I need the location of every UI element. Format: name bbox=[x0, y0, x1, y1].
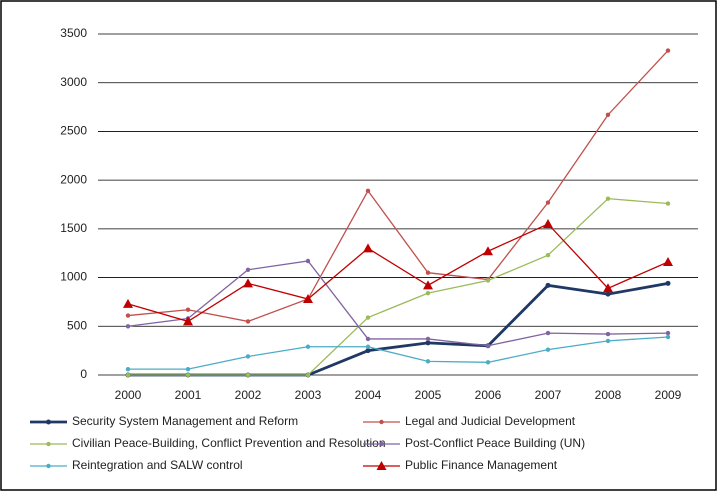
y-tick-label: 0 bbox=[80, 367, 87, 381]
marker bbox=[663, 256, 673, 266]
series-line bbox=[128, 197, 669, 376]
y-tick-label: 3500 bbox=[60, 26, 87, 40]
marker bbox=[665, 334, 671, 340]
legend-label: Public Finance Management bbox=[405, 458, 558, 472]
marker bbox=[365, 344, 371, 349]
marker bbox=[125, 366, 131, 372]
marker bbox=[245, 354, 251, 359]
marker bbox=[665, 280, 671, 286]
x-tick-label: 2006 bbox=[475, 388, 502, 402]
marker bbox=[545, 252, 551, 258]
x-tick-label: 2008 bbox=[595, 388, 622, 402]
marker bbox=[305, 258, 311, 264]
y-tick-label: 3000 bbox=[60, 75, 87, 89]
marker bbox=[425, 270, 431, 275]
x-tick-label: 2005 bbox=[415, 388, 442, 402]
marker bbox=[305, 344, 311, 349]
y-tick-label: 1000 bbox=[60, 270, 87, 284]
marker bbox=[125, 313, 131, 318]
marker bbox=[46, 419, 51, 425]
marker bbox=[605, 338, 611, 344]
marker bbox=[245, 319, 251, 324]
marker bbox=[605, 196, 611, 201]
marker bbox=[185, 372, 191, 378]
marker bbox=[605, 331, 611, 337]
x-tick-label: 2009 bbox=[655, 388, 682, 402]
marker bbox=[545, 200, 551, 205]
marker bbox=[425, 336, 431, 342]
x-tick-label: 2003 bbox=[295, 388, 322, 402]
marker bbox=[665, 330, 671, 336]
marker bbox=[543, 218, 553, 228]
marker bbox=[183, 316, 193, 326]
marker bbox=[545, 330, 551, 336]
marker bbox=[545, 282, 551, 288]
marker bbox=[125, 324, 131, 329]
y-tick-label: 1500 bbox=[60, 221, 87, 235]
series-line bbox=[128, 336, 669, 370]
series-line bbox=[127, 260, 669, 347]
marker bbox=[46, 441, 51, 447]
marker bbox=[423, 280, 433, 290]
marker bbox=[485, 278, 491, 283]
x-tick-label: 2007 bbox=[535, 388, 562, 402]
marker bbox=[603, 283, 613, 293]
marker bbox=[485, 343, 491, 348]
y-tick-label: 2000 bbox=[60, 172, 87, 186]
legend-label: Security System Management and Reform bbox=[72, 414, 298, 428]
marker bbox=[376, 461, 387, 470]
marker bbox=[185, 307, 191, 312]
legend-label: Civilian Peace-Building, Conflict Preven… bbox=[72, 436, 386, 450]
marker bbox=[365, 336, 371, 342]
marker bbox=[125, 372, 131, 378]
marker bbox=[545, 347, 551, 352]
marker bbox=[245, 372, 251, 378]
marker bbox=[425, 359, 431, 364]
marker bbox=[665, 48, 671, 53]
marker bbox=[379, 419, 384, 425]
marker bbox=[365, 188, 371, 194]
x-tick-label: 2000 bbox=[115, 388, 142, 402]
marker bbox=[123, 298, 133, 308]
marker bbox=[243, 278, 253, 288]
marker bbox=[485, 360, 491, 365]
marker bbox=[665, 201, 671, 206]
marker bbox=[245, 267, 251, 272]
legend-label: Legal and Judicial Development bbox=[405, 414, 576, 428]
x-tick-label: 2004 bbox=[355, 388, 382, 402]
series-line bbox=[127, 223, 669, 323]
legend-label: Post-Conflict Peace Building (UN) bbox=[405, 436, 585, 450]
x-tick-label: 2001 bbox=[175, 388, 202, 402]
marker bbox=[365, 348, 371, 354]
marker bbox=[363, 243, 373, 253]
marker bbox=[46, 463, 51, 469]
legend-label: Reintegration and SALW control bbox=[72, 458, 243, 472]
marker bbox=[303, 294, 313, 304]
x-tick-label: 2002 bbox=[235, 388, 262, 402]
y-tick-label: 500 bbox=[67, 318, 87, 332]
marker bbox=[379, 441, 384, 447]
marker bbox=[605, 112, 611, 118]
series-line bbox=[127, 50, 669, 323]
marker bbox=[425, 290, 431, 296]
marker bbox=[185, 366, 191, 372]
marker bbox=[605, 291, 611, 297]
marker bbox=[425, 340, 431, 346]
marker bbox=[483, 246, 493, 256]
y-tick-label: 2500 bbox=[60, 124, 87, 138]
marker bbox=[305, 372, 311, 378]
marker bbox=[365, 315, 371, 320]
